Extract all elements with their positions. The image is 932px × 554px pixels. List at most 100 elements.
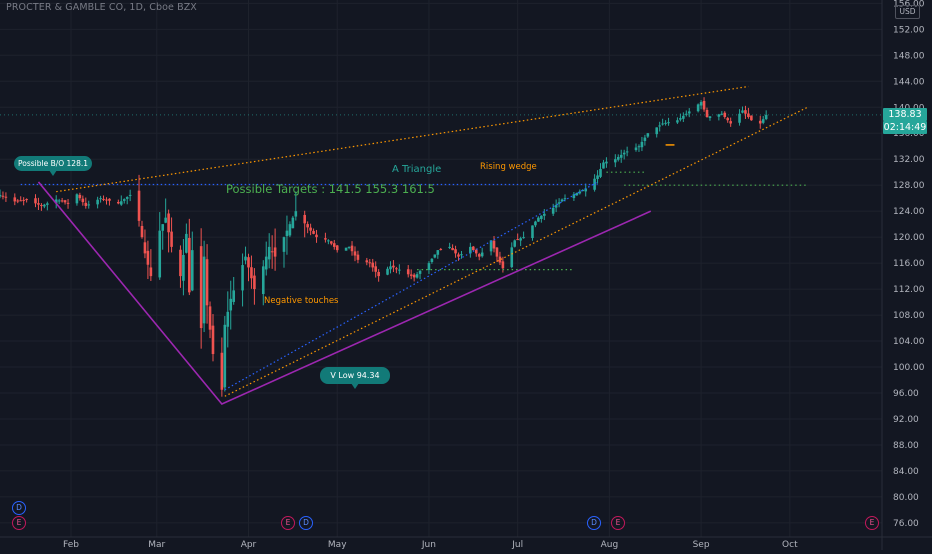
earnings-marker[interactable]: E — [12, 516, 26, 530]
candle-body — [513, 240, 517, 247]
breakout-bubble[interactable]: Possible B/O 128.1 — [14, 156, 92, 176]
candle-body — [303, 214, 306, 224]
candle-body — [406, 269, 410, 275]
candle-body — [664, 122, 667, 124]
candle-body — [167, 213, 170, 233]
price-tick-label: 76.00 — [893, 519, 919, 529]
candle-body — [229, 298, 233, 311]
candle-body — [723, 112, 727, 117]
candle-body — [584, 188, 588, 192]
candle-body — [412, 274, 416, 278]
time-axis-label: Feb — [63, 540, 79, 550]
candle-body — [244, 256, 247, 261]
candle-body — [457, 254, 460, 257]
v-low-bubble[interactable]: V Low 94.34 — [320, 367, 390, 389]
candle-body — [46, 203, 49, 205]
wedge-label[interactable]: Rising wedge — [480, 162, 537, 172]
price-tick-label: 84.00 — [893, 467, 919, 477]
candle-body — [87, 204, 91, 206]
candle-body — [492, 240, 496, 249]
candle-body — [551, 207, 555, 214]
candle-body — [312, 230, 315, 234]
time-axis-label: Mar — [148, 540, 165, 550]
v-support-line — [37, 181, 652, 406]
candle-body — [474, 249, 478, 254]
candle-body — [575, 192, 579, 196]
earnings-marker[interactable]: E — [281, 516, 295, 530]
candle-body — [13, 197, 17, 202]
candle-body — [602, 162, 605, 169]
candle-body — [190, 250, 194, 291]
time-axis-label: Aug — [601, 540, 619, 550]
candle-body — [395, 268, 398, 270]
candle-body — [717, 114, 721, 117]
candle-body — [454, 249, 457, 254]
candle-body — [273, 247, 277, 257]
candle-body — [0, 194, 2, 197]
candle-body — [96, 199, 99, 205]
candle-body — [4, 196, 8, 198]
candle-body — [572, 194, 576, 199]
candle-body — [75, 194, 79, 204]
dividend-marker[interactable]: D — [299, 516, 313, 530]
candle-body — [179, 249, 182, 277]
candle-body — [747, 113, 750, 117]
candle-body — [593, 178, 596, 190]
candle-body — [433, 254, 437, 258]
dividend-marker[interactable]: D — [12, 501, 26, 515]
candle-body — [439, 248, 443, 250]
dividend-marker[interactable]: D — [587, 516, 601, 530]
earnings-marker[interactable]: E — [865, 516, 879, 530]
earnings-marker[interactable]: E — [611, 516, 625, 530]
upper-trendline — [56, 85, 749, 193]
triangle-label[interactable]: A Triangle — [392, 164, 442, 175]
candle-body — [350, 245, 354, 252]
candle-body — [489, 240, 493, 252]
targets-label[interactable]: Possible Targets : 141.5 155.3 161.5 — [226, 182, 435, 196]
candle-body — [347, 246, 351, 248]
candle-body — [480, 252, 484, 257]
candle-body — [306, 224, 309, 228]
candle-body — [102, 198, 105, 200]
candle-body — [498, 256, 502, 263]
candle-body — [267, 246, 271, 260]
price-tick-label: 124.00 — [893, 207, 925, 217]
time-axis-label: May — [328, 540, 347, 550]
time-axis-label: Jul — [511, 540, 523, 550]
candle-body — [205, 259, 209, 306]
symbol-title[interactable]: PROCTER & GAMBLE CO, 1D, Cboe BZX — [6, 2, 197, 13]
candle-body — [469, 246, 472, 254]
countdown-badge: 02:14:49 — [883, 121, 927, 134]
wedge-lower-trendline — [224, 106, 808, 397]
candle-body — [294, 211, 298, 217]
candle-body — [288, 224, 292, 236]
candle-body — [291, 217, 295, 229]
candle-body — [708, 116, 712, 119]
candle-body — [1, 195, 5, 197]
candle-body — [543, 213, 546, 216]
candle-body — [170, 231, 173, 247]
candle-body — [264, 256, 268, 270]
candle-body — [146, 250, 150, 265]
candle-body — [519, 238, 522, 241]
candle-body — [596, 175, 599, 179]
candle-body — [537, 217, 540, 222]
candle-body — [563, 198, 567, 200]
candle-body — [16, 200, 20, 202]
price-tick-label: 128.00 — [893, 181, 925, 191]
negative-touches-label[interactable]: Negative touches — [264, 296, 339, 306]
candle-body — [250, 267, 253, 279]
candle-body — [330, 241, 333, 244]
candle-body — [19, 200, 23, 202]
candle-body — [164, 217, 167, 223]
currency-badge[interactable]: USD — [895, 5, 920, 19]
candle-body — [78, 194, 82, 199]
candle-body — [389, 266, 392, 270]
candle-body — [40, 205, 43, 207]
candle-body — [315, 234, 318, 238]
candle-body — [398, 269, 401, 271]
candle-body — [605, 161, 608, 164]
candle-body — [25, 199, 28, 201]
